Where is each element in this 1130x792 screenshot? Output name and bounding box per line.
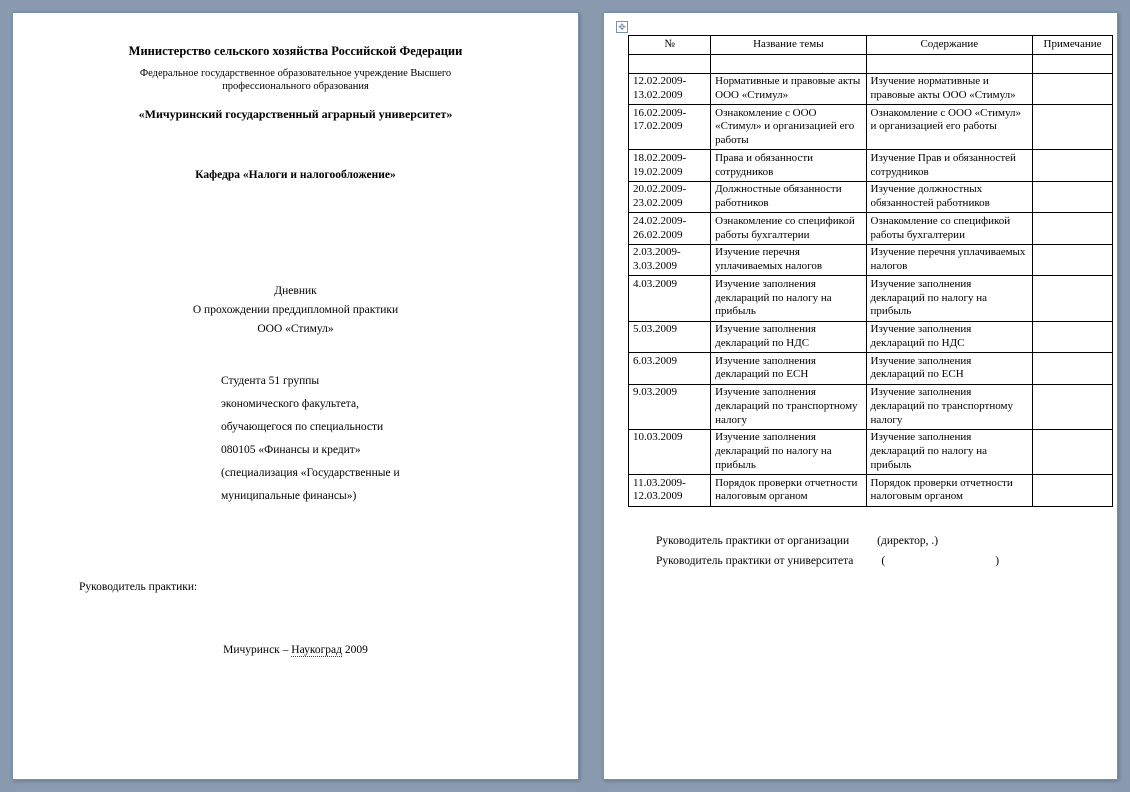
student-line: муниципальные финансы») (221, 488, 538, 504)
sig-org-paren: (директор, .) (877, 535, 938, 547)
cell-note (1033, 353, 1113, 385)
cell-note (1033, 213, 1113, 245)
cell-content: Изучение нормативные и правовые акты ООО… (866, 73, 1033, 105)
supervisor-label: Руководитель практики: (79, 579, 538, 595)
cell-date: 2.03.2009-3.03.2009 (629, 244, 711, 276)
sig-univ-label: Руководитель практики от университета (656, 555, 853, 567)
ministry-title: Министерство сельского хозяйства Российс… (53, 43, 538, 61)
institution-line-2: профессионального образования (222, 81, 369, 92)
cell-note (1033, 429, 1113, 474)
cell-content: Изучение заполнения деклараций по ЕСН (866, 353, 1033, 385)
cell-content: Ознакомление со спецификой работы бухгал… (866, 213, 1033, 245)
cell-topic: Порядок проверки отчетности налоговым ор… (711, 475, 866, 507)
table-row: 16.02.2009-17.02.2009Ознакомление с ООО … (629, 105, 1113, 150)
table-row: 5.03.2009Изучение заполнения деклараций … (629, 321, 1113, 353)
cell-note (1033, 244, 1113, 276)
cell-content: Изучение Прав и обязанностей сотрудников (866, 150, 1033, 182)
signatories-block: Руководитель практики от организации (дир… (656, 535, 1113, 567)
cell-topic: Нормативные и правовые акты ООО «Стимул» (711, 73, 866, 105)
table-row: 9.03.2009Изучение заполнения деклараций … (629, 384, 1113, 429)
table-row: 24.02.2009-26.02.2009Ознакомление со спе… (629, 213, 1113, 245)
footer-line: Мичуринск – Наукоград 2009 (53, 642, 538, 658)
university-name: «Мичуринский государственный аграрный ун… (53, 106, 538, 123)
table-row: 6.03.2009Изучение заполнения деклараций … (629, 353, 1113, 385)
cell-content: Изучение должностных обязанностей работн… (866, 181, 1033, 213)
cell-topic: Изучение заполнения деклараций по трансп… (711, 384, 866, 429)
table-row: 11.03.2009-12.03.2009Порядок проверки от… (629, 475, 1113, 507)
cell-content: Изучение перечня уплачиваемых налогов (866, 244, 1033, 276)
cell-note (1033, 276, 1113, 321)
table-row: 12.02.2009-13.02.2009Нормативные и право… (629, 73, 1113, 105)
cell-topic: Изучение заполнения деклараций по налогу… (711, 276, 866, 321)
student-line: Студента 51 группы (221, 373, 538, 389)
student-line: экономического факультета, (221, 396, 538, 412)
sig-org-label: Руководитель практики от организации (656, 535, 849, 547)
table-move-handle-icon[interactable]: ✥ (616, 21, 628, 33)
sig-univ-paren-close: ) (995, 555, 999, 567)
institution-line-1: Федеральное государственное образователь… (140, 68, 451, 79)
table-header-spacer (629, 54, 1113, 73)
cell-note (1033, 73, 1113, 105)
table-row: 10.03.2009Изучение заполнения деклараций… (629, 429, 1113, 474)
cell-topic: Должностные обязанности работников (711, 181, 866, 213)
cell-topic: Изучение заполнения деклараций по налогу… (711, 429, 866, 474)
cell-date: 5.03.2009 (629, 321, 711, 353)
cell-date: 24.02.2009-26.02.2009 (629, 213, 711, 245)
cell-topic: Ознакомление со спецификой работы бухгал… (711, 213, 866, 245)
signatory-organization: Руководитель практики от организации (дир… (656, 535, 1113, 547)
cell-note (1033, 475, 1113, 507)
cell-note (1033, 105, 1113, 150)
header-content: Содержание (866, 36, 1033, 55)
cell-topic: Ознакомление с ООО «Стимул» и организаци… (711, 105, 866, 150)
cell-note (1033, 150, 1113, 182)
header-topic: Название темы (711, 36, 866, 55)
footer-naukograd: Наукоград (291, 644, 342, 657)
diary-subtitle: О прохождении преддипломной практики (53, 302, 538, 318)
company-name: ООО «Стимул» (53, 321, 538, 337)
student-info-block: Студента 51 группы экономического факуль… (221, 373, 538, 505)
cell-content: Изучение заполнения деклараций по налогу… (866, 276, 1033, 321)
cell-content: Ознакомление с ООО «Стимул» и организаци… (866, 105, 1033, 150)
table-row: 18.02.2009-19.02.2009Права и обязанности… (629, 150, 1113, 182)
cell-date: 9.03.2009 (629, 384, 711, 429)
cell-topic: Изучение заполнения деклараций по ЕСН (711, 353, 866, 385)
cell-content: Порядок проверки отчетности налоговым ор… (866, 475, 1033, 507)
cell-date: 12.02.2009-13.02.2009 (629, 73, 711, 105)
table-row: 2.03.2009-3.03.2009Изучение перечня упла… (629, 244, 1113, 276)
cell-topic: Изучение заполнения деклараций по НДС (711, 321, 866, 353)
signatory-university: Руководитель практики от университета () (656, 555, 1113, 567)
cell-content: Изучение заполнения деклараций по НДС (866, 321, 1033, 353)
diary-title: Дневник (53, 283, 538, 299)
practice-table: № Название темы Содержание Примечание 12… (628, 35, 1113, 507)
cell-date: 11.03.2009-12.03.2009 (629, 475, 711, 507)
student-line: обучающегося по специальности (221, 419, 538, 435)
sig-univ-paren-open: ( (881, 555, 885, 567)
cell-date: 16.02.2009-17.02.2009 (629, 105, 711, 150)
institution-name: Федеральное государственное образователь… (53, 67, 538, 94)
cell-topic: Права и обязанности сотрудников (711, 150, 866, 182)
table-header-row: № Название темы Содержание Примечание (629, 36, 1113, 55)
student-line: 080105 «Финансы и кредит» (221, 442, 538, 458)
cell-content: Изучение заполнения деклараций по налогу… (866, 429, 1033, 474)
cell-date: 18.02.2009-19.02.2009 (629, 150, 711, 182)
cell-date: 10.03.2009 (629, 429, 711, 474)
department-name: Кафедра «Налоги и налогообложение» (53, 167, 538, 183)
student-line: (специализация «Государственные и (221, 465, 538, 481)
cell-note (1033, 321, 1113, 353)
cell-date: 6.03.2009 (629, 353, 711, 385)
cell-content: Изучение заполнения деклараций по трансп… (866, 384, 1033, 429)
footer-city: Мичуринск – (223, 644, 291, 656)
cell-note (1033, 384, 1113, 429)
header-note: Примечание (1033, 36, 1113, 55)
cell-note (1033, 181, 1113, 213)
cell-date: 20.02.2009-23.02.2009 (629, 181, 711, 213)
document-page-1: Министерство сельского хозяйства Российс… (12, 12, 579, 780)
cell-topic: Изучение перечня уплачиваемых налогов (711, 244, 866, 276)
table-row: 20.02.2009-23.02.2009Должностные обязанн… (629, 181, 1113, 213)
table-row: 4.03.2009Изучение заполнения деклараций … (629, 276, 1113, 321)
cell-date: 4.03.2009 (629, 276, 711, 321)
document-page-2: ✥ № Название темы Содержание Примечание … (603, 12, 1118, 780)
footer-year: 2009 (342, 644, 368, 656)
header-number: № (629, 36, 711, 55)
